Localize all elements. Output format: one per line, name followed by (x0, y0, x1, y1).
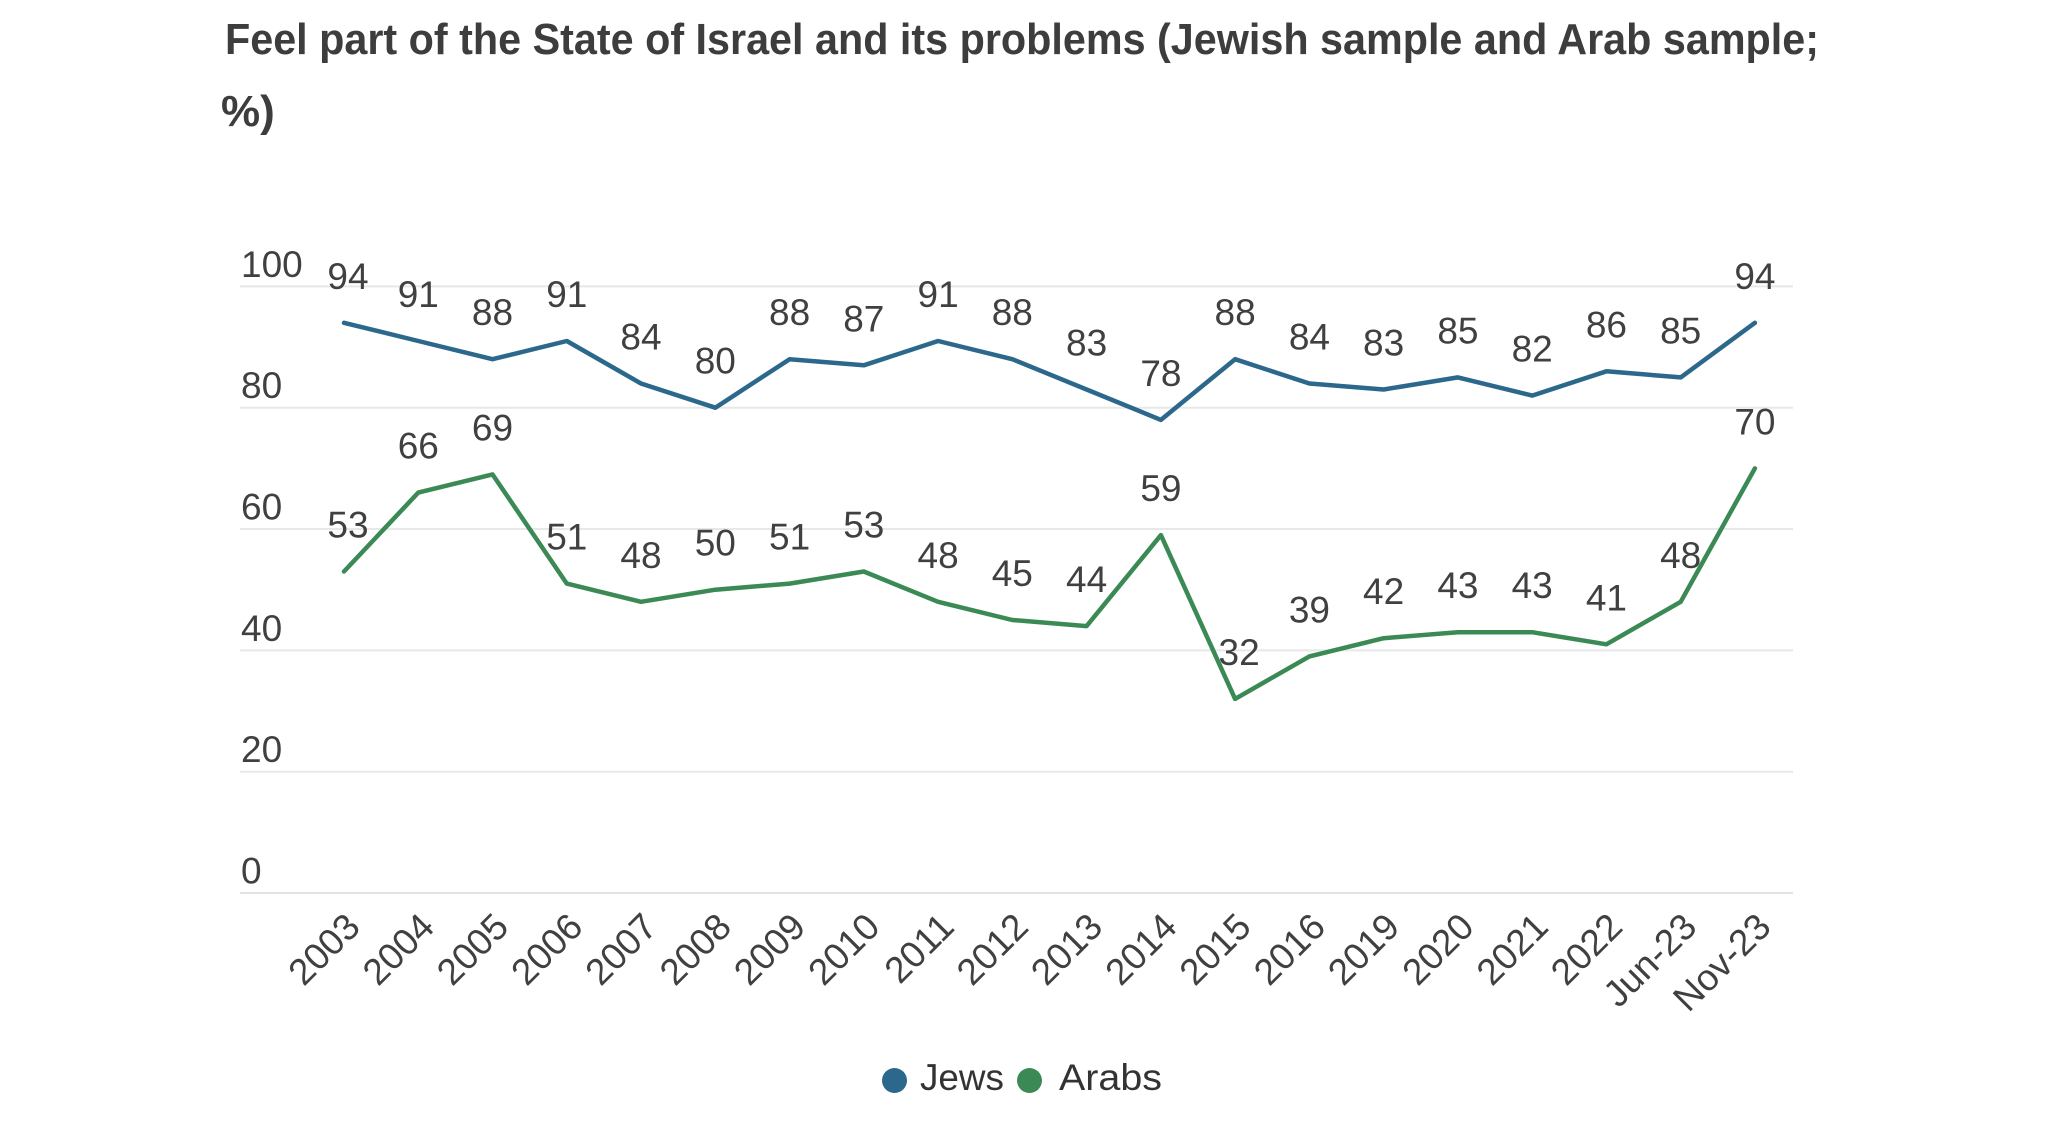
svg-text:88: 88 (992, 292, 1033, 333)
svg-text:86: 86 (1586, 304, 1627, 345)
svg-text:48: 48 (620, 535, 661, 576)
svg-text:51: 51 (546, 517, 587, 558)
svg-text:2010: 2010 (800, 906, 887, 993)
svg-text:2007: 2007 (577, 906, 664, 993)
svg-text:2015: 2015 (1172, 906, 1259, 993)
svg-text:20: 20 (241, 729, 282, 770)
svg-text:82: 82 (1512, 329, 1553, 370)
svg-text:87: 87 (843, 298, 884, 339)
svg-text:2009: 2009 (726, 906, 813, 993)
svg-text:43: 43 (1437, 565, 1478, 606)
svg-text:%): %) (221, 87, 275, 136)
svg-text:2004: 2004 (355, 906, 442, 993)
svg-text:2013: 2013 (1023, 906, 1110, 993)
svg-text:48: 48 (918, 535, 959, 576)
svg-text:91: 91 (546, 274, 587, 315)
svg-text:2003: 2003 (280, 906, 367, 993)
svg-text:88: 88 (472, 292, 513, 333)
svg-text:91: 91 (398, 274, 439, 315)
svg-text:2005: 2005 (429, 906, 516, 993)
svg-text:50: 50 (695, 523, 736, 564)
svg-text:Feel part of the State of Isra: Feel part of the State of Israel and its… (225, 15, 1819, 64)
svg-text:32: 32 (1219, 632, 1260, 673)
svg-text:84: 84 (620, 317, 661, 358)
svg-text:94: 94 (1734, 256, 1775, 297)
svg-text:80: 80 (695, 341, 736, 382)
svg-text:85: 85 (1437, 310, 1478, 351)
svg-text:85: 85 (1660, 310, 1701, 351)
svg-text:2008: 2008 (652, 906, 739, 993)
svg-text:66: 66 (398, 426, 439, 467)
svg-text:88: 88 (769, 292, 810, 333)
svg-text:84: 84 (1289, 317, 1330, 358)
svg-text:45: 45 (992, 553, 1033, 594)
svg-text:2014: 2014 (1097, 906, 1184, 993)
svg-text:42: 42 (1363, 571, 1404, 612)
svg-text:2019: 2019 (1320, 906, 1407, 993)
svg-text:53: 53 (327, 505, 368, 546)
svg-text:39: 39 (1289, 589, 1330, 630)
svg-text:59: 59 (1140, 468, 1181, 509)
svg-text:94: 94 (327, 256, 368, 297)
svg-text:2012: 2012 (949, 906, 1036, 993)
svg-text:2006: 2006 (503, 906, 590, 993)
svg-text:40: 40 (241, 608, 282, 649)
svg-text:80: 80 (241, 365, 282, 406)
svg-text:69: 69 (472, 407, 513, 448)
svg-text:48: 48 (1660, 535, 1701, 576)
svg-text:60: 60 (241, 487, 282, 528)
svg-text:2011: 2011 (876, 906, 961, 991)
svg-text:2020: 2020 (1394, 906, 1481, 993)
svg-text:83: 83 (1363, 323, 1404, 364)
svg-text:44: 44 (1066, 559, 1107, 600)
svg-text:2021: 2021 (1469, 906, 1556, 993)
svg-text:Arabs: Arabs (1059, 1057, 1162, 1098)
svg-text:53: 53 (843, 505, 884, 546)
svg-text:43: 43 (1512, 565, 1553, 606)
svg-text:Jews: Jews (920, 1057, 1004, 1098)
svg-text:2016: 2016 (1246, 906, 1333, 993)
svg-text:100: 100 (241, 244, 303, 285)
svg-text:41: 41 (1586, 577, 1627, 618)
svg-text:88: 88 (1215, 292, 1256, 333)
svg-text:70: 70 (1734, 401, 1775, 442)
svg-text:78: 78 (1140, 353, 1181, 394)
svg-text:91: 91 (918, 274, 959, 315)
svg-text:51: 51 (769, 517, 810, 558)
svg-text:0: 0 (241, 851, 262, 892)
svg-text:83: 83 (1066, 323, 1107, 364)
